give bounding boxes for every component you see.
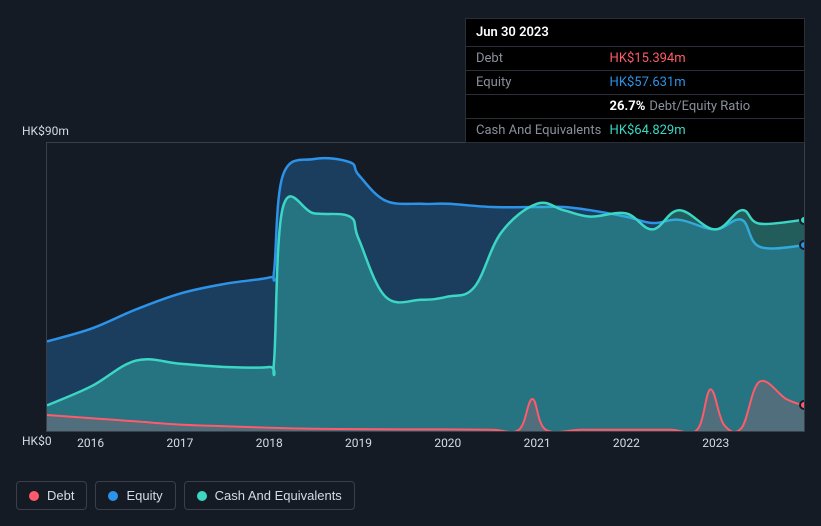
tooltip-value-cash: HK$64.829m <box>610 123 794 138</box>
tooltip-value-ratio: 26.7%Debt/Equity Ratio <box>610 99 794 114</box>
x-tick: 2021 <box>524 436 551 450</box>
tooltip-label-debt: Debt <box>476 51 610 66</box>
legend-label-equity: Equity <box>126 488 162 503</box>
chart-svg <box>47 143 804 431</box>
x-tick: 2019 <box>345 436 372 450</box>
x-tick: 2018 <box>256 436 283 450</box>
x-tick: 2023 <box>702 436 729 450</box>
end-marker-dot <box>799 400 805 410</box>
tooltip-label-equity: Equity <box>476 75 610 90</box>
y-axis-label-top: HK$90m <box>22 124 69 138</box>
ratio-value: 26.7% <box>610 99 646 114</box>
x-tick: 2020 <box>434 436 461 450</box>
legend-label-cash: Cash And Equivalents <box>215 488 342 503</box>
tooltip-row-ratio: 26.7%Debt/Equity Ratio <box>466 95 804 119</box>
legend-dot-debt <box>29 491 39 501</box>
legend-item-cash[interactable]: Cash And Equivalents <box>184 481 355 510</box>
x-tick: 2022 <box>613 436 640 450</box>
legend-dot-equity <box>108 491 118 501</box>
tooltip-label-ratio <box>476 99 610 114</box>
legend-dot-cash <box>197 491 207 501</box>
end-marker-dot <box>799 240 805 250</box>
tooltip-row-debt: Debt HK$15.394m <box>466 47 804 71</box>
tooltip-row-cash: Cash And Equivalents HK$64.829m <box>466 119 804 142</box>
x-tick: 2016 <box>77 436 104 450</box>
x-tick: 2017 <box>166 436 193 450</box>
ratio-suffix: Debt/Equity Ratio <box>649 99 750 114</box>
tooltip-value-equity: HK$57.631m <box>610 75 794 90</box>
tooltip-panel: Jun 30 2023 Debt HK$15.394m Equity HK$57… <box>465 18 805 143</box>
legend-item-equity[interactable]: Equity <box>95 481 175 510</box>
tooltip-label-cash: Cash And Equivalents <box>476 123 610 138</box>
tooltip-row-equity: Equity HK$57.631m <box>466 71 804 95</box>
legend-label-debt: Debt <box>47 488 74 503</box>
chart-container: HK$90m HK$0 2016201720182019202020212022… <box>16 120 805 468</box>
tooltip-value-debt: HK$15.394m <box>610 51 794 66</box>
tooltip-date: Jun 30 2023 <box>466 19 804 47</box>
x-axis: 2016 2017 2018 2019 2020 2021 2022 2023 <box>46 436 805 450</box>
legend: Debt Equity Cash And Equivalents <box>16 481 355 510</box>
plot-area[interactable] <box>46 142 805 432</box>
end-marker-dot <box>799 215 805 225</box>
legend-item-debt[interactable]: Debt <box>16 481 87 510</box>
